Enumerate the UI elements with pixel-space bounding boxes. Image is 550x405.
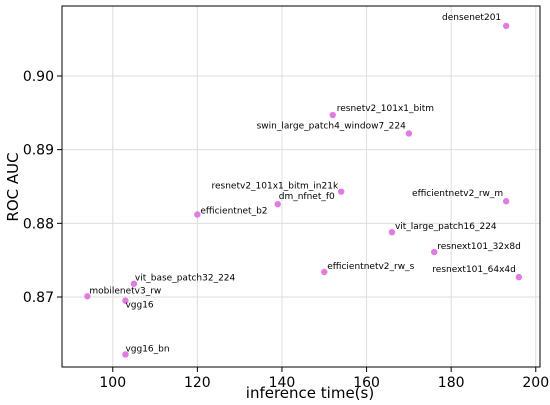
x-tick-label: 200 — [522, 375, 549, 391]
y-tick-label: 0.88 — [23, 216, 54, 232]
data-point — [321, 268, 328, 276]
data-point — [84, 293, 91, 300]
x-tick-label: 140 — [269, 375, 296, 391]
data-point — [329, 111, 336, 119]
data-point — [388, 228, 396, 236]
data-point-label: vgg16 — [125, 301, 153, 311]
data-point-label: efficientnetv2_rw_m — [412, 189, 503, 199]
data-point — [194, 211, 201, 218]
data-point — [122, 351, 129, 358]
data-point — [130, 280, 138, 287]
plot-frame — [61, 5, 541, 368]
x-axis-label: inference time(s) — [246, 384, 374, 402]
data-point — [502, 198, 510, 205]
points-layer: densenet201 resnetv2_101x1_bitm swin_large… — [84, 13, 523, 358]
data-point-label: mobilenetv3_rw — [89, 286, 161, 296]
data-point — [405, 130, 413, 137]
data-point-label: swin_large_patch4_window7_224 — [257, 121, 407, 131]
data-point-label: resnext101_64x4d — [432, 265, 516, 275]
data-point-label: resnetv2_101x1_bitm — [337, 104, 434, 114]
data-point-label: dm_nfnet_f0 — [279, 192, 335, 202]
data-point-label: efficientnet_b2 — [200, 206, 267, 216]
y-axis-label: ROC AUC — [4, 152, 22, 221]
data-point-label: vit_large_patch16_224 — [395, 222, 497, 232]
data-point-label: resnext101_32x8d — [437, 242, 521, 252]
data-point — [431, 248, 438, 256]
data-point — [274, 200, 281, 208]
x-tick-label: 120 — [184, 375, 211, 391]
x-tick-label: 160 — [353, 375, 380, 391]
data-point — [502, 22, 510, 30]
data-point — [515, 273, 523, 281]
grid-layer — [62, 6, 540, 367]
data-point-label: efficientnetv2_rw_s — [327, 262, 414, 272]
data-point-label: vit_base_patch32_224 — [135, 274, 236, 284]
axis-layer: 100 120 140 160 180 200 0.87 0.88 0.89 0.90 — [23, 69, 549, 391]
x-tick-label: 180 — [438, 375, 465, 391]
data-point-label: densenet201 — [442, 13, 501, 23]
x-tick-label: 100 — [99, 375, 126, 391]
y-tick-label: 0.90 — [23, 69, 54, 85]
y-tick-label: 0.87 — [23, 290, 54, 306]
data-point — [122, 297, 129, 304]
data-point-label: vgg16_bn — [125, 344, 169, 354]
y-tick-label: 0.89 — [23, 143, 54, 159]
data-point-label: resnetv2_101x1_bitm_in21k — [212, 182, 339, 192]
data-point — [337, 188, 345, 195]
